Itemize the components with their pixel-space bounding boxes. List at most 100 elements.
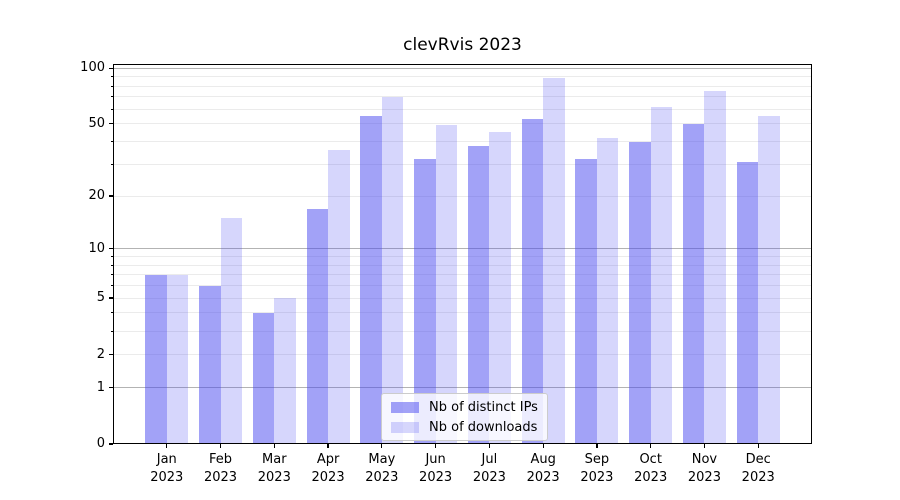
minor-gridline xyxy=(113,85,812,87)
bar-downloads xyxy=(489,132,511,444)
y-tick-label: 5 xyxy=(96,290,105,306)
y-minor-tick-mark xyxy=(110,96,113,98)
y-minor-tick-mark xyxy=(110,163,113,165)
minor-gridline xyxy=(113,285,812,287)
chart-title: clevRvis 2023 xyxy=(403,35,522,55)
bar-downloads xyxy=(596,137,619,444)
legend-label-distinct-ips: Nb of distinct IPs xyxy=(429,399,538,415)
major-gridline xyxy=(113,67,812,69)
y-minor-tick-mark xyxy=(110,141,113,143)
x-tick-label: Aug 2023 xyxy=(526,452,560,485)
x-tick-mark xyxy=(703,444,706,448)
y-minor-tick-mark xyxy=(110,264,113,266)
y-minor-tick-mark xyxy=(110,285,113,287)
y-tick-mark xyxy=(109,353,113,356)
major-gridline xyxy=(113,248,812,250)
x-tick-mark xyxy=(381,444,383,448)
bar-downloads xyxy=(435,125,458,444)
y-minor-tick-mark xyxy=(110,256,113,257)
y-tick-mark xyxy=(109,248,113,250)
minor-gridline xyxy=(113,76,812,78)
minor-gridline xyxy=(113,354,812,356)
y-tick-label: 100 xyxy=(80,60,105,76)
legend-item-downloads: Nb of downloads xyxy=(391,419,538,435)
minor-gridline xyxy=(113,256,812,257)
legend-label-downloads: Nb of downloads xyxy=(429,419,538,435)
bar-distinct-ips xyxy=(414,159,436,444)
bar-downloads xyxy=(220,218,243,444)
x-tick-mark xyxy=(757,444,759,448)
bar-distinct-ips xyxy=(682,123,705,444)
x-tick-mark xyxy=(488,444,490,448)
x-tick-mark xyxy=(596,444,598,448)
minor-gridline xyxy=(113,312,812,314)
x-tick-label: Nov 2023 xyxy=(687,452,721,485)
minor-gridline xyxy=(113,297,812,299)
y-tick-label: 50 xyxy=(88,115,105,131)
x-tick-label: Jul 2023 xyxy=(472,452,506,485)
y-tick-label: 20 xyxy=(88,188,105,204)
bar-downloads xyxy=(543,78,565,444)
x-tick-mark xyxy=(650,444,652,448)
minor-gridline xyxy=(113,96,812,98)
legend-swatch-distinct-ips xyxy=(391,401,419,413)
minor-gridline xyxy=(113,330,812,332)
y-minor-tick-mark xyxy=(110,312,113,314)
y-tick-mark xyxy=(109,386,113,389)
x-tick-mark xyxy=(435,444,437,448)
major-gridline xyxy=(113,387,812,389)
bar-distinct-ips xyxy=(736,161,759,444)
x-tick-mark xyxy=(166,444,168,448)
x-tick-label: Sep 2023 xyxy=(580,452,614,485)
x-tick-mark xyxy=(327,444,329,448)
minor-gridline xyxy=(113,108,812,110)
y-tick-mark xyxy=(109,443,113,445)
x-tick-label: Mar 2023 xyxy=(257,452,291,485)
x-tick-label: Dec 2023 xyxy=(741,452,775,485)
minor-gridline xyxy=(113,274,812,276)
legend: Nb of distinct IPs Nb of downloads xyxy=(381,393,548,441)
bar-downloads xyxy=(758,116,780,444)
bar-downloads xyxy=(381,96,404,444)
x-tick-label: Oct 2023 xyxy=(634,452,668,485)
bar-downloads xyxy=(704,91,726,444)
bar-distinct-ips xyxy=(306,208,329,444)
bar-downloads xyxy=(650,106,673,444)
bar-distinct-ips xyxy=(252,312,275,444)
x-tick-label: May 2023 xyxy=(365,452,399,485)
legend-swatch-downloads xyxy=(391,421,419,433)
minor-gridline xyxy=(113,123,812,125)
y-tick-label: 2 xyxy=(96,346,105,362)
bar-distinct-ips xyxy=(467,145,490,444)
y-minor-tick-mark xyxy=(110,274,113,276)
bar-distinct-ips xyxy=(145,274,167,444)
bar-distinct-ips xyxy=(575,159,597,444)
y-tick-label: 1 xyxy=(96,379,105,395)
minor-gridline xyxy=(113,163,812,165)
bar-distinct-ips xyxy=(521,119,544,444)
y-minor-tick-mark xyxy=(110,108,113,110)
bar-distinct-ips xyxy=(629,141,651,444)
y-minor-tick-mark xyxy=(110,85,113,87)
y-tick-mark xyxy=(109,195,113,197)
x-tick-label: Jan 2023 xyxy=(150,452,184,485)
bar-distinct-ips xyxy=(360,116,382,444)
x-tick-mark xyxy=(219,444,222,448)
y-tick-mark xyxy=(109,123,113,125)
legend-item-distinct-ips: Nb of distinct IPs xyxy=(391,399,538,415)
y-tick-mark xyxy=(109,297,113,299)
minor-gridline xyxy=(113,195,812,197)
x-tick-label: Jun 2023 xyxy=(419,452,453,485)
y-tick-label: 0 xyxy=(96,436,105,451)
y-minor-tick-mark xyxy=(110,330,113,332)
x-tick-label: Feb 2023 xyxy=(203,452,238,485)
bar-distinct-ips xyxy=(199,285,221,444)
x-tick-mark xyxy=(273,444,275,448)
y-tick-label: 10 xyxy=(88,240,105,256)
x-tick-label: Apr 2023 xyxy=(311,452,345,485)
minor-gridline xyxy=(113,141,812,143)
bar-downloads xyxy=(328,149,350,444)
bar-downloads xyxy=(274,298,296,444)
